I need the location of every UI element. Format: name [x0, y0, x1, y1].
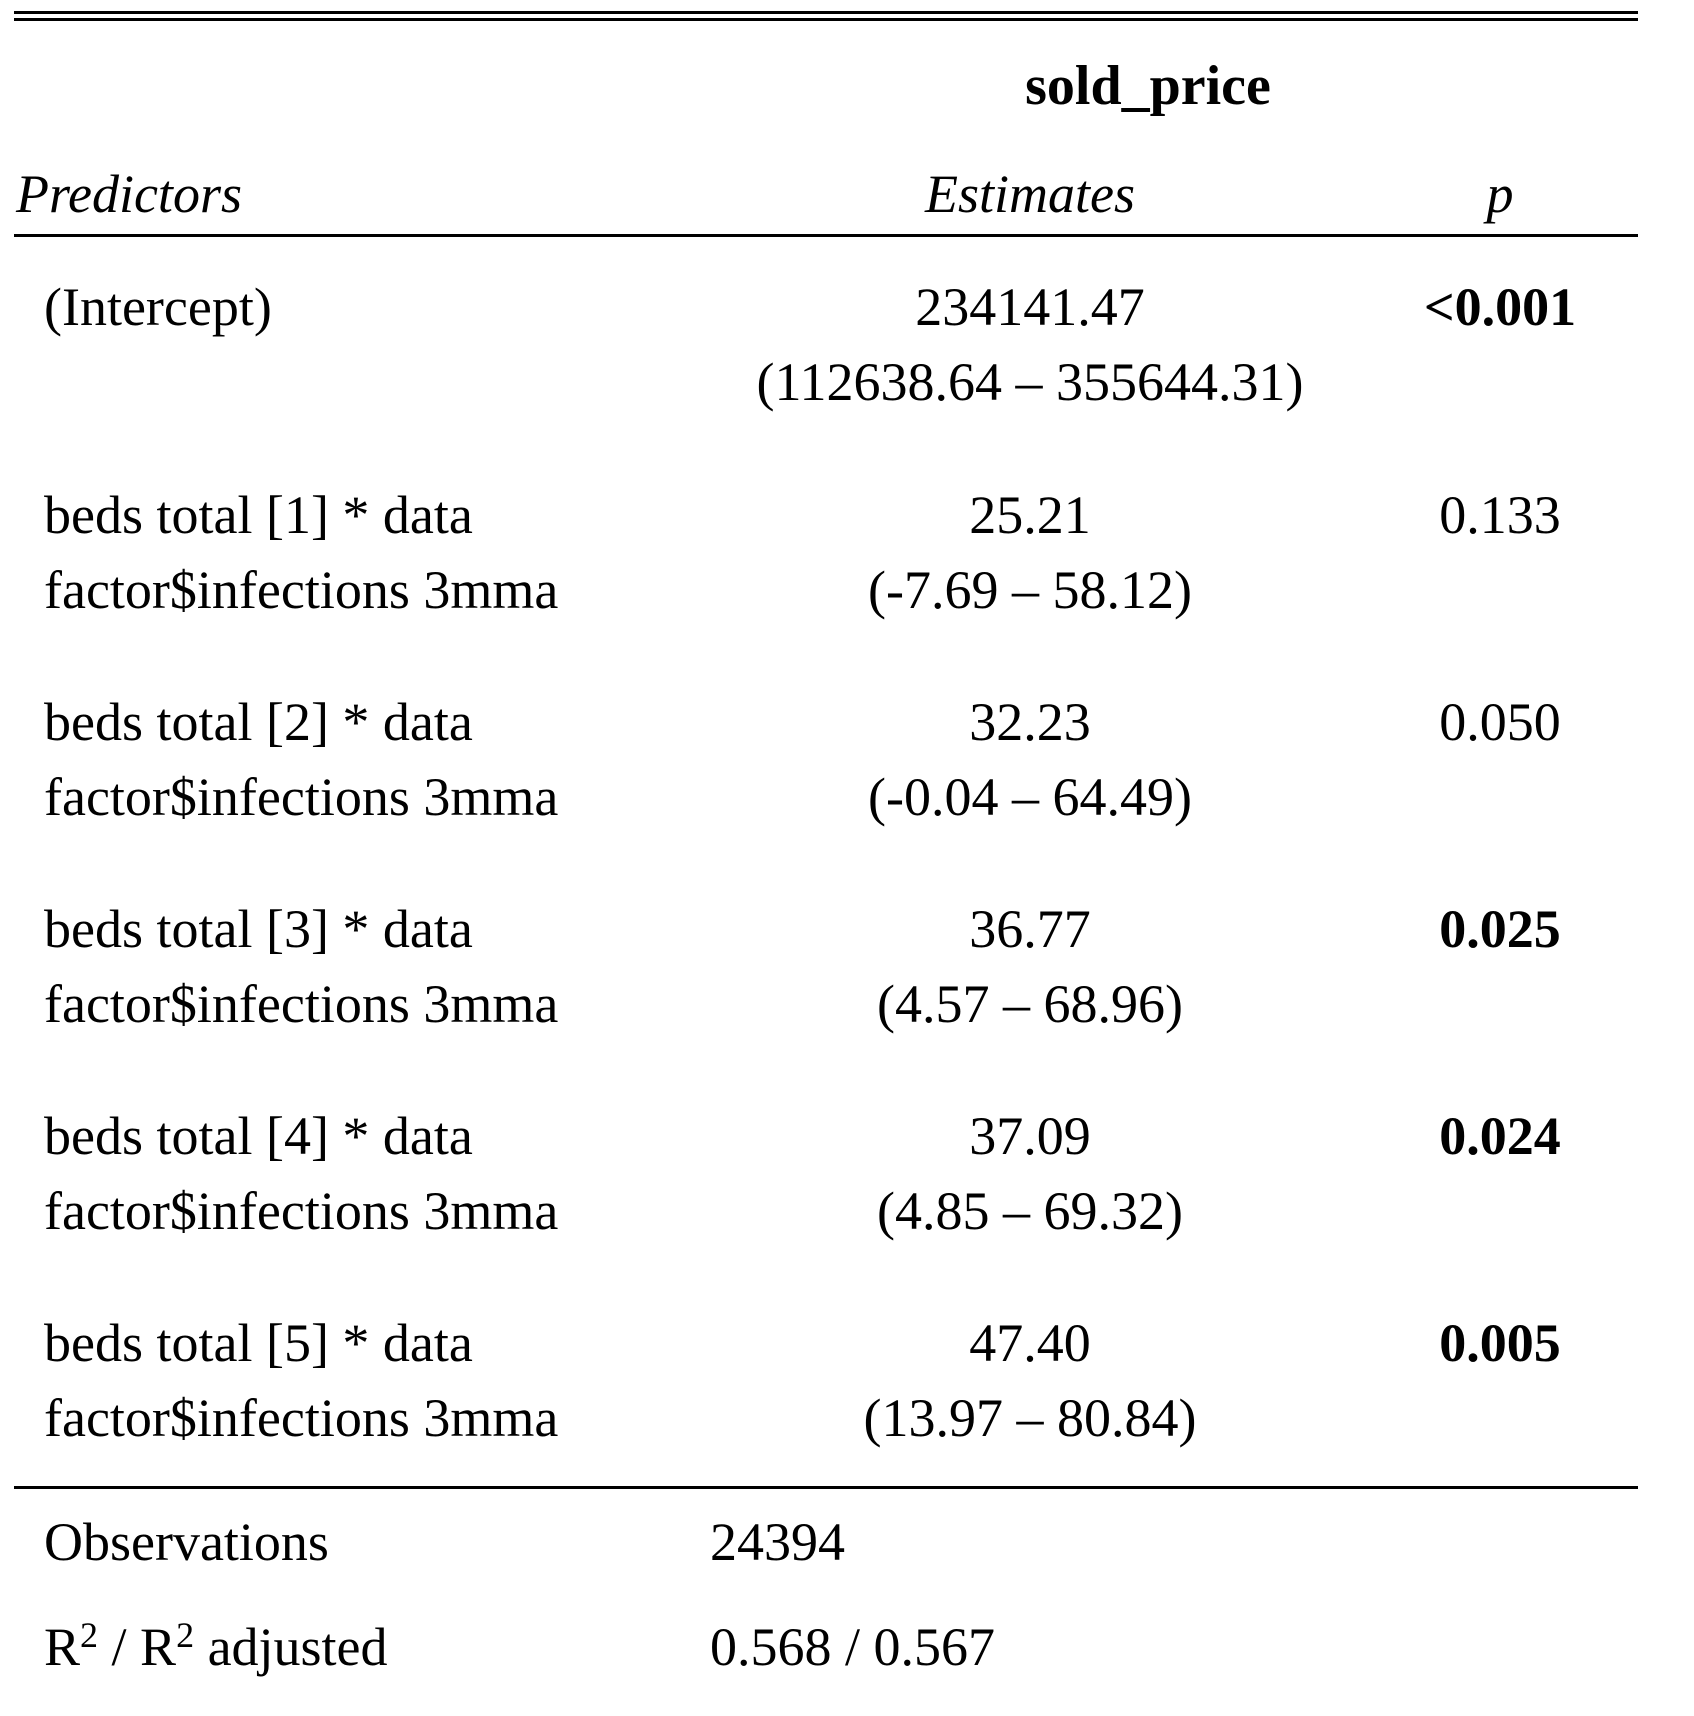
estimate-value: 234141.47 [915, 277, 1145, 337]
r2-label-mid: / R [98, 1617, 177, 1677]
confidence-interval: (13.97 – 80.84) [863, 1388, 1197, 1448]
confidence-interval: (4.85 – 69.32) [877, 1181, 1183, 1241]
column-header-predictors: Predictors [16, 164, 242, 224]
estimate-cell: 37.09 (4.85 – 69.32) [680, 1099, 1380, 1249]
r2-label-superscript-2: 2 [176, 1615, 195, 1655]
table-top-rule-outer [14, 11, 1638, 14]
confidence-interval: (-0.04 – 64.49) [868, 767, 1192, 827]
predictor-line-1: (Intercept) [44, 277, 272, 337]
table-row: beds total [1] * data factor$infections 3… [0, 478, 1694, 628]
column-header-p: p [1486, 164, 1514, 224]
estimate-value: 36.77 [969, 899, 1091, 959]
p-value: 0.133 [1439, 485, 1561, 545]
observations-label: Observations [44, 1512, 329, 1572]
predictor-name: beds total [4] * data factor$infections 3… [44, 1099, 558, 1249]
estimate-value: 25.21 [969, 485, 1091, 545]
predictor-line-1: beds total [5] * data [44, 1313, 473, 1373]
r2-label-superscript-1: 2 [80, 1615, 99, 1655]
predictor-line-2: factor$infections 3mma [44, 974, 559, 1034]
predictor-name: beds total [5] * data factor$infections 3… [44, 1306, 558, 1456]
confidence-interval: (-7.69 – 58.12) [868, 560, 1192, 620]
predictor-name: beds total [2] * data factor$infections 3… [44, 685, 558, 835]
column-header-estimates: Estimates [925, 164, 1135, 224]
p-value: 0.050 [1439, 692, 1561, 752]
predictor-line-2: factor$infections 3mma [44, 767, 559, 827]
p-value: 0.024 [1439, 1106, 1561, 1166]
p-value: 0.025 [1439, 899, 1561, 959]
predictor-name: beds total [3] * data factor$infections 3… [44, 892, 558, 1042]
predictor-line-1: beds total [1] * data [44, 485, 473, 545]
dependent-variable-title: sold_price [1025, 55, 1271, 117]
r2-label-r: R [44, 1617, 81, 1677]
estimate-cell: 234141.47 (112638.64 – 355644.31) [680, 270, 1380, 420]
predictor-line-1: beds total [2] * data [44, 692, 473, 752]
confidence-interval: (112638.64 – 355644.31) [756, 352, 1304, 412]
table-row: (Intercept) 234141.47 (112638.64 – 355644.… [0, 270, 1694, 420]
estimate-value: 47.40 [969, 1313, 1091, 1373]
predictor-line-2: factor$infections 3mma [44, 1388, 559, 1448]
table-row: beds total [5] * data factor$infections 3… [0, 1306, 1694, 1456]
estimate-cell: 25.21 (-7.69 – 58.12) [680, 478, 1380, 628]
estimate-value: 32.23 [969, 692, 1091, 752]
confidence-interval: (4.57 – 68.96) [877, 974, 1183, 1034]
p-value: <0.001 [1423, 277, 1577, 337]
table-row: beds total [3] * data factor$infections 3… [0, 892, 1694, 1042]
predictor-line-1: beds total [3] * data [44, 899, 473, 959]
r2-label-adjusted: adjusted [194, 1617, 388, 1677]
estimate-cell: 36.77 (4.57 – 68.96) [680, 892, 1380, 1042]
p-value: 0.005 [1439, 1313, 1561, 1373]
r2-value: 0.568 / 0.567 [710, 1617, 996, 1677]
table-top-rule-inner [14, 18, 1638, 21]
predictor-line-1: beds total [4] * data [44, 1106, 473, 1166]
predictor-line-2: factor$infections 3mma [44, 560, 559, 620]
predictor-line-2: factor$infections 3mma [44, 1181, 559, 1241]
estimate-value: 37.09 [969, 1106, 1091, 1166]
header-bottom-rule [14, 234, 1638, 237]
estimate-cell: 32.23 (-0.04 – 64.49) [680, 685, 1380, 835]
r2-label: R2 / R2 adjusted [44, 1610, 388, 1685]
predictor-name: (Intercept) [44, 270, 272, 345]
estimate-cell: 47.40 (13.97 – 80.84) [680, 1306, 1380, 1456]
stats-top-rule [14, 1486, 1638, 1489]
observations-value: 24394 [710, 1512, 845, 1572]
table-row: beds total [2] * data factor$infections 3… [0, 685, 1694, 835]
table-row: beds total [4] * data factor$infections 3… [0, 1099, 1694, 1249]
predictor-name: beds total [1] * data factor$infections 3… [44, 478, 558, 628]
